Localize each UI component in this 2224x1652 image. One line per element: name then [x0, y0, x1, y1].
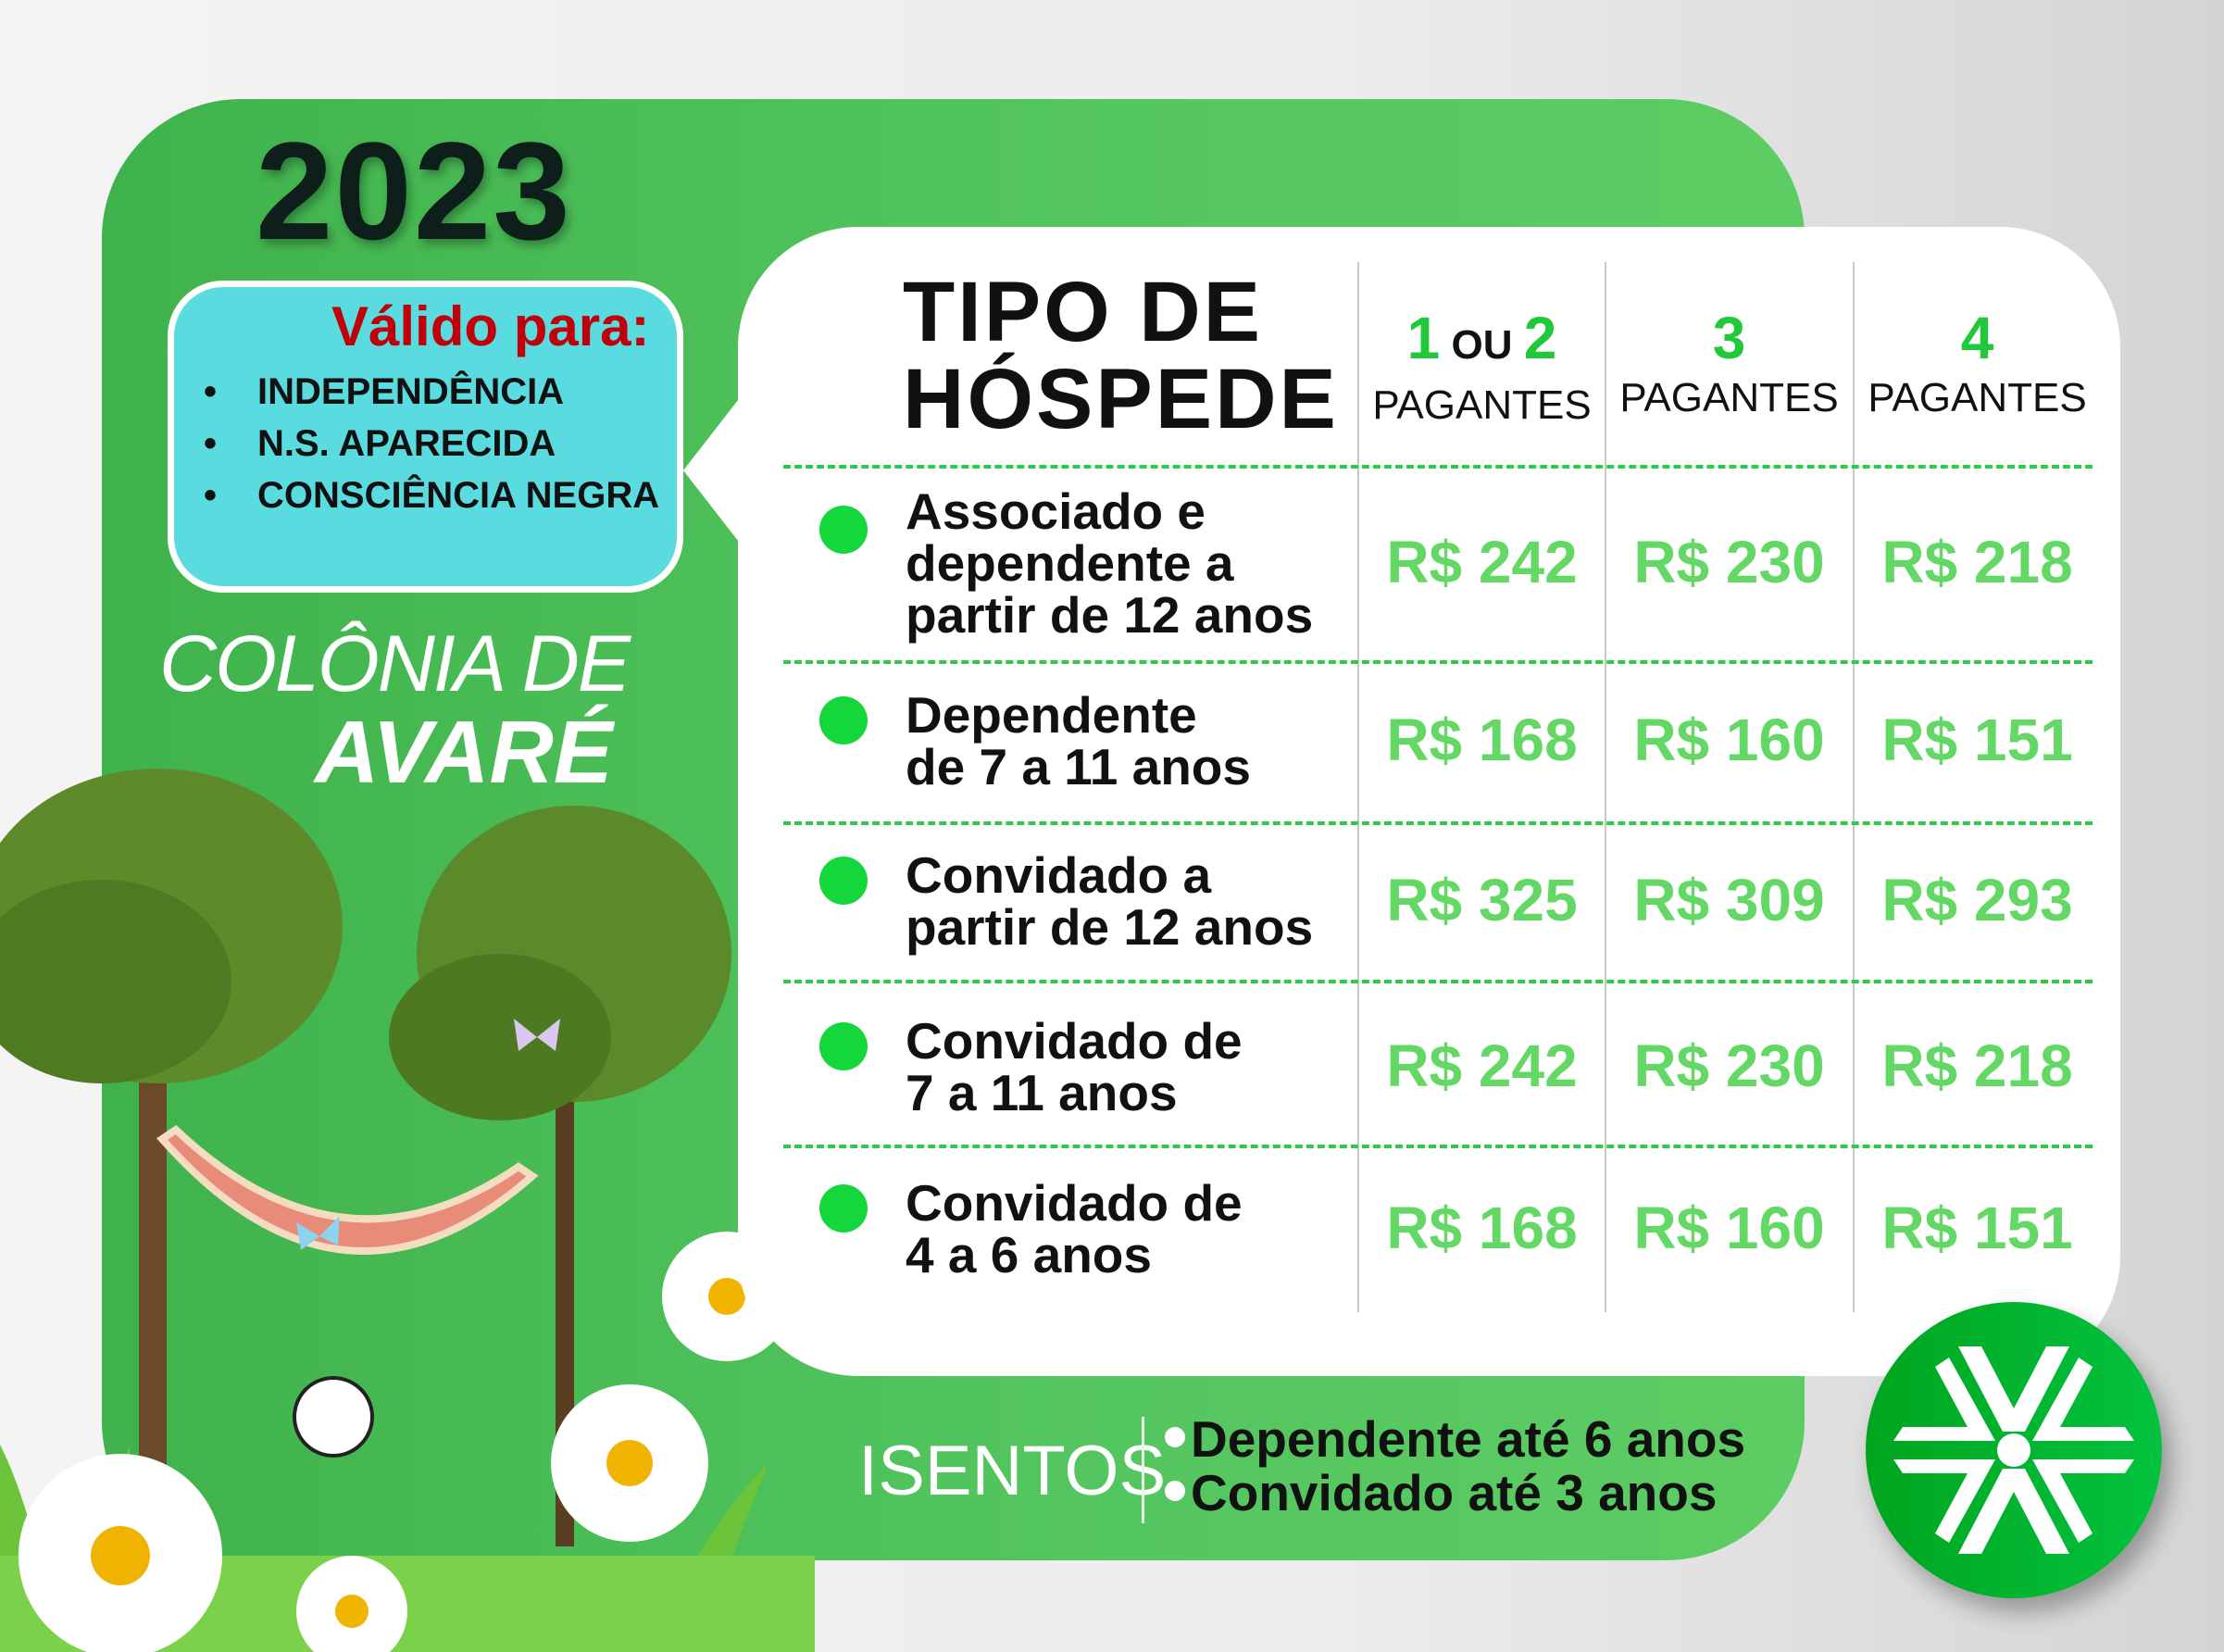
price-cell: R$ 325 — [1386, 867, 1578, 933]
price-cell: R$ 151 — [1881, 1195, 2073, 1261]
price-cell: R$ 160 — [1633, 1195, 1825, 1261]
valid-for-box: Válido para: INDEPENDÊNCIA N.S. APARECID… — [168, 281, 683, 593]
butterfly-icon — [514, 1019, 560, 1051]
valid-item: N.S. APARECIDA — [204, 423, 677, 475]
row-bullet — [819, 857, 868, 905]
snowflake-logo-icon — [1893, 1346, 2134, 1554]
row-divider — [783, 660, 2093, 664]
guest-type-label: Dependente de 7 a 11 anos — [906, 686, 1251, 795]
row-bullet — [819, 1184, 868, 1233]
row-bullet — [819, 1022, 868, 1070]
valid-item: CONSCIÊNCIA NEGRA — [204, 475, 677, 527]
price-cell: R$ 218 — [1881, 1032, 2073, 1099]
exempt-label: ISENTOS — [858, 1432, 1167, 1510]
exempt-divider — [1142, 1417, 1144, 1523]
row-bullet — [819, 696, 868, 745]
table-header-guest-type: TIPO DE HÓSPEDE — [903, 269, 1339, 443]
col-num: 3 — [1712, 305, 1746, 371]
hammock-icon — [156, 1124, 539, 1255]
column-header-1-2: 1 OU 2 PAGANTES — [1358, 301, 1606, 429]
place-line1: COLÔNIA DE — [159, 620, 631, 708]
price-cell: R$ 168 — [1386, 707, 1578, 773]
daisy-icon — [296, 1556, 407, 1652]
row-divider — [783, 821, 2093, 825]
col-num: 1 — [1406, 305, 1441, 371]
valid-for-title: Válido para: — [331, 295, 650, 357]
row-divider — [783, 465, 2093, 469]
column-divider — [1357, 262, 1359, 1312]
col-label: PAGANTES — [1619, 375, 1839, 420]
row-divider — [783, 980, 2093, 983]
exempt-item: Dependente até 6 anos — [1165, 1409, 1745, 1469]
year-title: 2023 — [256, 113, 572, 269]
col-num: 2 — [1523, 305, 1557, 371]
guest-type-label: Convidado de 7 a 11 anos — [906, 1012, 1243, 1121]
price-cell: R$ 230 — [1633, 1032, 1825, 1099]
col-label: PAGANTES — [1372, 382, 1592, 428]
price-cell: R$ 293 — [1881, 867, 2073, 933]
exempt-item: Convidado até 3 anos — [1165, 1463, 1717, 1522]
col-sep: OU — [1440, 322, 1524, 368]
price-cell: R$ 242 — [1386, 1032, 1578, 1099]
guest-type-label: Convidado de 4 a 6 anos — [906, 1174, 1243, 1283]
speech-tail — [683, 387, 748, 554]
header-line1: TIPO DE — [903, 265, 1264, 359]
price-cell: R$ 151 — [1881, 707, 2073, 773]
brand-logo — [1866, 1302, 2162, 1598]
row-bullet — [819, 506, 868, 554]
butterfly-icon — [296, 1216, 340, 1250]
price-table-card — [738, 227, 2120, 1376]
daisy-icon — [551, 1384, 708, 1542]
col-num: 4 — [1960, 305, 1994, 371]
soccer-ball-icon — [293, 1376, 374, 1458]
price-cell: R$ 230 — [1633, 529, 1825, 595]
place-line2: AVARÉ — [315, 703, 613, 802]
column-divider — [1853, 262, 1855, 1312]
price-cell: R$ 160 — [1633, 707, 1825, 773]
price-cell: R$ 242 — [1386, 529, 1578, 595]
price-cell: R$ 168 — [1386, 1195, 1578, 1261]
column-header-3: 3 PAGANTES — [1606, 301, 1853, 421]
header-line2: HÓSPEDE — [903, 352, 1339, 446]
valid-item: INDEPENDÊNCIA — [204, 371, 677, 423]
column-divider — [1605, 262, 1606, 1312]
tree-icon — [0, 769, 343, 1574]
column-header-4: 4 PAGANTES — [1854, 301, 2101, 421]
price-cell: R$ 309 — [1633, 867, 1825, 933]
scenery — [0, 769, 815, 1652]
daisy-icon — [19, 1454, 222, 1652]
col-label: PAGANTES — [1868, 375, 2087, 420]
tree-icon — [389, 806, 731, 1546]
guest-type-label: Associado e dependente a partir de 12 an… — [906, 482, 1314, 644]
guest-type-label: Convidado a partir de 12 anos — [906, 846, 1314, 956]
row-divider — [783, 1145, 2093, 1148]
price-cell: R$ 218 — [1881, 529, 2073, 595]
